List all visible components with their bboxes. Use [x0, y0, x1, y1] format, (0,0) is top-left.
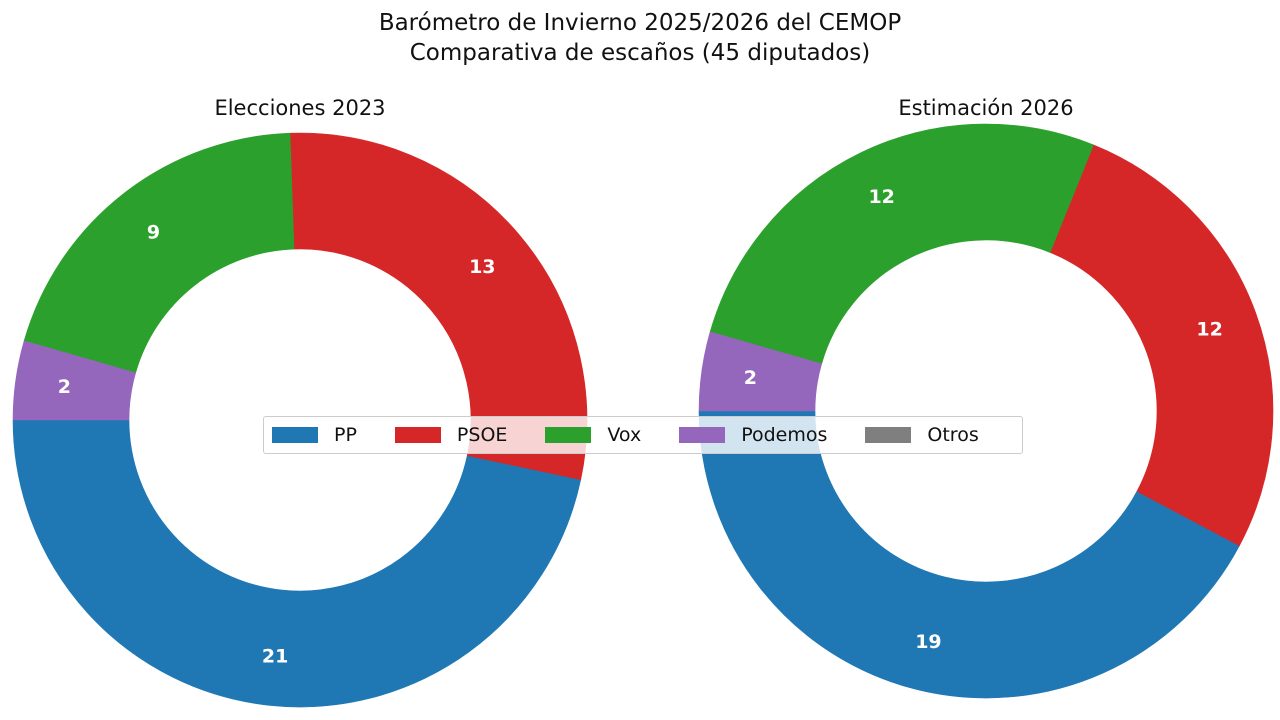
donut-label-elecciones-2023-podemos: 2 [58, 376, 71, 398]
legend-item-otros: Otros [865, 424, 979, 446]
donut-estimacion-2026: 19 12 12 2 [698, 123, 1274, 699]
donut-label-elecciones-2023-vox: 9 [147, 221, 160, 243]
donut-label-estimacion-2026-podemos: 2 [744, 367, 757, 389]
chart-title-line2: Comparativa de escaños (45 diputados) [409, 40, 871, 66]
legend-label-vox: Vox [607, 424, 642, 446]
chart-title-line1: Barómetro de Invierno 2025/2026 del CEMO… [378, 10, 902, 36]
legend-swatch-vox [545, 427, 592, 443]
subplot-title-2026: Estimación 2026 [898, 96, 1074, 120]
donut-slice-elecciones-2023-podemos [12, 340, 136, 421]
donut-slice-estimacion-2026-psoe [1049, 144, 1274, 547]
donut-slice-elecciones-2023-pp [12, 419, 582, 708]
subplot-title-2023: Elecciones 2023 [214, 96, 386, 120]
donut-slice-estimacion-2026-pp [698, 410, 1240, 699]
donut-label-estimacion-2026-psoe: 12 [1196, 319, 1222, 341]
donut-label-estimacion-2026-vox: 12 [868, 186, 894, 208]
legend-item-vox: Vox [545, 424, 641, 446]
legend-item-podemos: Podemos [679, 424, 827, 446]
legend-label-pp: PP [334, 424, 357, 446]
chart-title: Barómetro de Invierno 2025/2026 del CEMO… [0, 8, 1280, 68]
legend: PP PSOE Vox Podemos Otros [263, 416, 1023, 454]
donut-slice-elecciones-2023-vox [23, 132, 295, 374]
donut-slice-elecciones-2023-psoe [289, 132, 588, 481]
donut-slice-estimacion-2026-vox [709, 123, 1094, 365]
donut-label-elecciones-2023-pp: 21 [262, 646, 288, 668]
donut-elecciones-2023: 21 13 9 2 [12, 132, 588, 708]
donut-label-elecciones-2023-psoe: 13 [469, 256, 495, 278]
legend-item-pp: PP [272, 424, 357, 446]
legend-swatch-psoe [394, 427, 441, 443]
legend-swatch-podemos [679, 427, 726, 443]
donut-label-estimacion-2026-pp: 19 [915, 631, 941, 653]
legend-label-podemos: Podemos [741, 424, 828, 446]
legend-swatch-otros [865, 427, 912, 443]
legend-label-otros: Otros [927, 424, 979, 446]
donut-slice-estimacion-2026-podemos [698, 331, 822, 412]
legend-item-psoe: PSOE [394, 424, 508, 446]
legend-swatch-pp [272, 427, 318, 443]
legend-label-psoe: PSOE [456, 424, 508, 446]
